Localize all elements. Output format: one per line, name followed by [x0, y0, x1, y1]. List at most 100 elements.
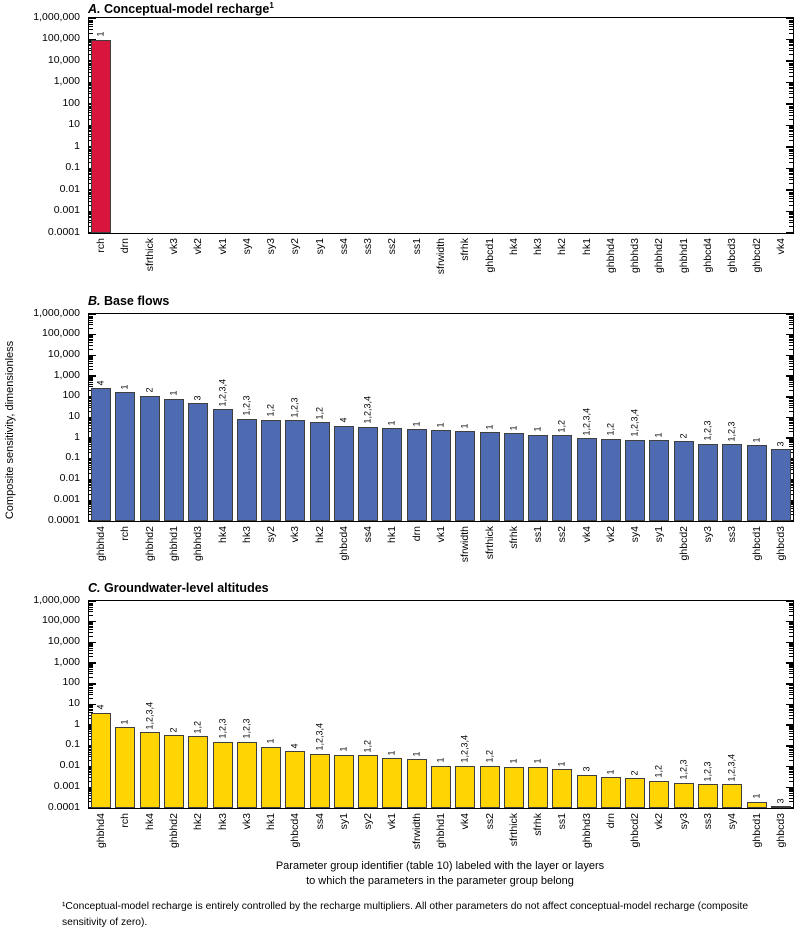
- minor-tick: [789, 691, 793, 693]
- bar-vk4: [576, 438, 597, 521]
- bar-value-label: 1,2,3,4: [144, 701, 155, 730]
- major-tick: [786, 396, 793, 398]
- minor-tick: [789, 363, 793, 365]
- minor-tick: [89, 684, 93, 686]
- major-tick: [786, 103, 793, 105]
- minor-tick: [89, 627, 93, 629]
- x-tick-label-ghbhd3: ghbhd3: [629, 238, 642, 274]
- minor-tick: [89, 190, 93, 192]
- minor-tick: [789, 469, 793, 471]
- minor-tick: [89, 222, 93, 224]
- bar-vk2: [649, 780, 670, 808]
- minor-tick: [789, 729, 793, 731]
- minor-tick: [789, 643, 793, 645]
- minor-tick: [89, 105, 93, 107]
- bar-value-label: 1,2: [605, 423, 616, 436]
- minor-tick: [89, 194, 93, 196]
- minor-tick: [789, 632, 793, 634]
- minor-tick: [89, 714, 93, 716]
- minor-tick: [789, 707, 793, 709]
- y-tick-label: 0.1: [65, 161, 80, 173]
- minor-tick: [789, 480, 793, 482]
- minor-tick: [89, 787, 93, 789]
- bar-value-label: 1,2,3: [289, 397, 300, 418]
- bar-ghbcd2: [625, 778, 646, 808]
- minor-tick: [789, 508, 793, 510]
- bar-ghbcd4: [285, 751, 306, 808]
- minor-tick: [789, 684, 793, 686]
- minor-tick: [789, 801, 793, 803]
- minor-tick: [789, 748, 793, 750]
- minor-tick: [89, 643, 93, 645]
- minor-tick: [789, 50, 793, 52]
- minor-tick: [89, 648, 93, 650]
- minor-tick: [89, 768, 93, 770]
- minor-tick: [789, 65, 793, 67]
- minor-tick: [89, 632, 93, 634]
- minor-tick: [89, 419, 93, 420]
- minor-tick: [89, 140, 93, 142]
- bar-value-label: 1: [653, 432, 664, 438]
- minor-tick: [789, 380, 793, 382]
- minor-tick: [89, 404, 93, 406]
- x-tick-label-sy1: sy1: [653, 526, 666, 543]
- minor-tick: [89, 427, 93, 429]
- minor-tick: [789, 608, 793, 610]
- minor-tick: [89, 624, 93, 626]
- minor-tick: [789, 624, 793, 626]
- bar-value-label: 1: [386, 420, 397, 426]
- major-tick: [786, 354, 793, 357]
- bar-ss3: [698, 784, 719, 808]
- minor-tick: [89, 485, 93, 487]
- minor-tick: [789, 170, 793, 172]
- x-tick-label-ghbhd1: ghbhd1: [677, 238, 690, 274]
- minor-tick: [89, 629, 93, 631]
- minor-tick: [789, 226, 793, 228]
- bar-value-label: 4: [95, 380, 106, 386]
- minor-tick: [89, 489, 93, 491]
- minor-tick: [89, 482, 93, 484]
- minor-tick: [789, 140, 793, 142]
- bar-ghbhd3: [576, 774, 597, 808]
- minor-tick: [89, 689, 93, 691]
- bar-rch: [115, 727, 136, 808]
- minor-tick: [789, 625, 793, 627]
- bar-ghbhd2: [139, 395, 160, 521]
- minor-tick: [789, 211, 793, 213]
- minor-tick: [89, 442, 93, 444]
- minor-tick: [789, 629, 793, 631]
- minor-tick: [789, 677, 793, 679]
- minor-tick: [789, 768, 793, 770]
- minor-tick: [89, 727, 93, 729]
- minor-tick: [789, 732, 793, 734]
- x-tick-label-rch: rch: [95, 238, 108, 253]
- y-tick-label: 0.01: [59, 472, 80, 485]
- bar-ss3: [722, 444, 743, 521]
- x-tick-label-ghbhd2: ghbhd2: [653, 238, 666, 274]
- bar-value-label: 1: [751, 437, 762, 443]
- x-tick-label-sy3: sy3: [265, 238, 278, 255]
- minor-tick: [89, 772, 93, 774]
- minor-tick: [789, 149, 793, 151]
- x-tick-label-ghbhd3: ghbhd3: [192, 526, 205, 562]
- bar-ss1: [528, 434, 549, 521]
- minor-tick: [789, 129, 793, 131]
- y-tick-label: 100: [62, 389, 80, 402]
- minor-tick: [89, 192, 93, 194]
- x-tick-label-ghbcd3: ghbcd3: [726, 238, 739, 273]
- minor-tick: [89, 378, 93, 380]
- major-tick: [786, 124, 793, 127]
- major-tick: [786, 167, 793, 170]
- bar-sy1: [649, 440, 670, 521]
- minor-tick: [89, 767, 93, 769]
- minor-tick: [789, 26, 793, 28]
- minor-tick: [789, 75, 793, 77]
- major-tick: [89, 807, 96, 809]
- minor-tick: [789, 378, 793, 380]
- bar-value-label: 1: [508, 425, 519, 431]
- minor-tick: [789, 795, 793, 797]
- minor-tick: [89, 431, 93, 433]
- y-tick-label: 0.001: [53, 492, 80, 505]
- minor-tick: [789, 606, 793, 608]
- minor-tick: [89, 751, 93, 753]
